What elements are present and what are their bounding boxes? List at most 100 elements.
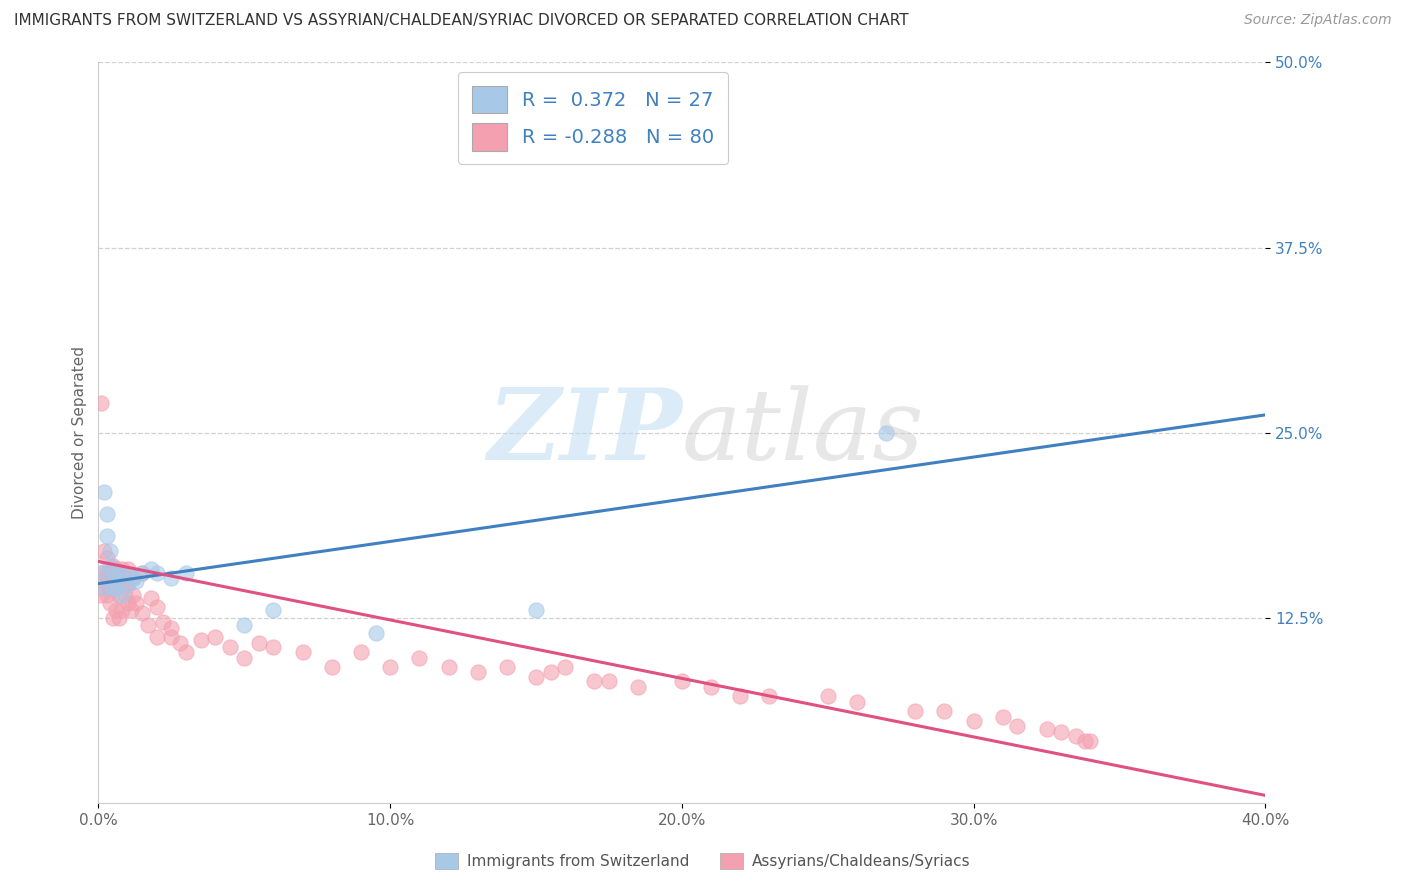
Point xyxy=(114,571,136,585)
Legend: Immigrants from Switzerland, Assyrians/Chaldeans/Syriacs: Immigrants from Switzerland, Assyrians/C… xyxy=(429,847,977,875)
Point xyxy=(122,589,145,603)
Point xyxy=(122,571,145,585)
Point xyxy=(111,603,134,617)
Point xyxy=(104,581,127,595)
Point xyxy=(204,630,226,644)
Point xyxy=(90,589,112,603)
Point xyxy=(671,674,693,689)
Point xyxy=(139,562,162,576)
Point xyxy=(160,621,183,635)
Point xyxy=(96,589,118,603)
Point xyxy=(554,659,576,673)
Point xyxy=(146,566,169,581)
Point xyxy=(700,681,723,695)
Point xyxy=(730,689,752,703)
Point xyxy=(101,558,124,573)
Point xyxy=(98,558,121,573)
Point xyxy=(117,562,139,576)
Point xyxy=(1050,724,1073,739)
Text: ZIP: ZIP xyxy=(486,384,682,481)
Point xyxy=(190,632,212,647)
Point xyxy=(96,507,118,521)
Point xyxy=(540,665,562,680)
Point xyxy=(817,689,839,703)
Point xyxy=(90,566,112,581)
Point xyxy=(380,659,402,673)
Point xyxy=(991,710,1014,724)
Point xyxy=(160,571,183,585)
Point xyxy=(627,681,650,695)
Point xyxy=(96,566,118,581)
Point xyxy=(90,396,112,410)
Point xyxy=(233,650,256,665)
Point xyxy=(104,574,127,588)
Point xyxy=(104,581,127,595)
Point xyxy=(1064,729,1087,743)
Point xyxy=(583,674,606,689)
Point xyxy=(467,665,489,680)
Point xyxy=(98,544,121,558)
Point xyxy=(108,589,131,603)
Point xyxy=(1035,722,1057,736)
Point xyxy=(321,659,343,673)
Point xyxy=(104,603,127,617)
Point xyxy=(93,574,115,588)
Point xyxy=(496,659,519,673)
Point xyxy=(1073,733,1095,747)
Point xyxy=(160,630,183,644)
Point xyxy=(174,645,197,659)
Point xyxy=(98,581,121,595)
Point xyxy=(758,689,780,703)
Point xyxy=(93,581,115,595)
Point xyxy=(96,551,118,566)
Point xyxy=(101,610,124,624)
Point xyxy=(111,562,134,576)
Point xyxy=(139,591,162,606)
Point xyxy=(96,529,118,543)
Text: Source: ZipAtlas.com: Source: ZipAtlas.com xyxy=(1244,13,1392,28)
Point xyxy=(218,640,240,655)
Point xyxy=(146,630,169,644)
Y-axis label: Divorced or Separated: Divorced or Separated xyxy=(72,346,87,519)
Point xyxy=(98,596,121,610)
Point xyxy=(131,566,153,581)
Point xyxy=(169,636,191,650)
Point xyxy=(524,670,547,684)
Point xyxy=(904,704,927,718)
Point xyxy=(114,566,136,581)
Point xyxy=(291,645,314,659)
Point xyxy=(108,566,131,581)
Point xyxy=(146,600,169,615)
Point xyxy=(111,576,134,591)
Point xyxy=(90,566,112,581)
Point xyxy=(101,581,124,595)
Point xyxy=(93,484,115,499)
Point xyxy=(247,636,270,650)
Point xyxy=(1007,719,1029,733)
Legend: R =  0.372   N = 27, R = -0.288   N = 80: R = 0.372 N = 27, R = -0.288 N = 80 xyxy=(458,72,728,164)
Point xyxy=(111,589,134,603)
Point xyxy=(131,566,153,581)
Point xyxy=(117,576,139,591)
Point xyxy=(846,695,869,709)
Point xyxy=(122,571,145,585)
Point xyxy=(114,589,136,603)
Point xyxy=(152,615,174,629)
Point xyxy=(437,659,460,673)
Point xyxy=(117,596,139,610)
Point xyxy=(101,581,124,595)
Point xyxy=(174,566,197,581)
Point xyxy=(364,625,387,640)
Point xyxy=(875,425,897,440)
Point xyxy=(93,544,115,558)
Point xyxy=(524,603,547,617)
Point xyxy=(136,618,159,632)
Point xyxy=(962,714,984,729)
Point xyxy=(117,576,139,591)
Text: IMMIGRANTS FROM SWITZERLAND VS ASSYRIAN/CHALDEAN/SYRIAC DIVORCED OR SEPARATED CO: IMMIGRANTS FROM SWITZERLAND VS ASSYRIAN/… xyxy=(14,13,908,29)
Point xyxy=(262,603,284,617)
Point xyxy=(120,603,142,617)
Point xyxy=(131,607,153,621)
Point xyxy=(934,704,956,718)
Point xyxy=(108,566,131,581)
